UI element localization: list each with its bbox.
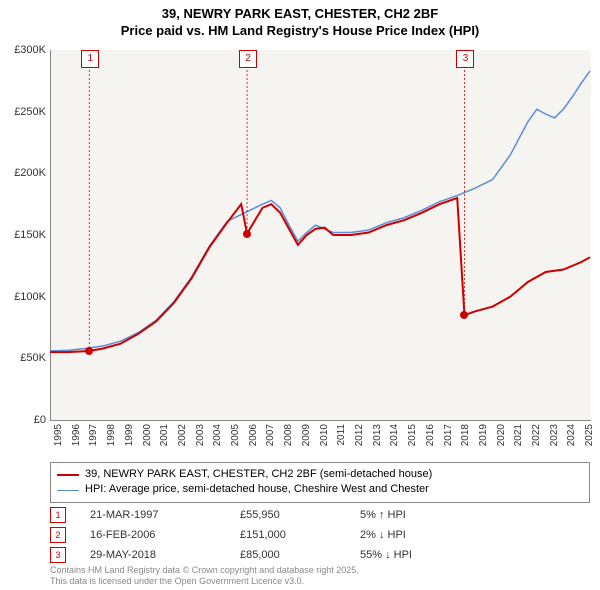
sale-price: £85,000	[240, 549, 360, 561]
legend-swatch-red	[57, 474, 79, 476]
sale-hpi: 2% ↓ HPI	[360, 529, 500, 541]
sale-date: 16-FEB-2006	[90, 529, 240, 541]
chart-lines	[50, 50, 590, 420]
legend-label-blue: HPI: Average price, semi-detached house,…	[85, 482, 429, 497]
y-tick-label: £300K	[2, 44, 46, 56]
x-tick-label: 2001	[159, 424, 170, 446]
x-tick-label: 2009	[301, 424, 312, 446]
y-tick-label: £50K	[2, 352, 46, 364]
x-tick-label: 1999	[124, 424, 135, 446]
sales-row: 3 29-MAY-2018£85,00055% ↓ HPI	[50, 545, 500, 565]
sale-dot	[243, 230, 251, 238]
x-tick-label: 2010	[319, 424, 330, 446]
x-tick-label: 2021	[513, 424, 524, 446]
y-tick-label: £100K	[2, 291, 46, 303]
x-tick-label: 2005	[230, 424, 241, 446]
legend-swatch-blue	[57, 490, 79, 491]
x-tick-label: 1996	[71, 424, 82, 446]
x-tick-label: 2012	[354, 424, 365, 446]
x-tick-label: 2013	[372, 424, 383, 446]
sale-price: £55,950	[240, 509, 360, 521]
x-tick-label: 2023	[549, 424, 560, 446]
sale-marker-box: 3	[456, 50, 474, 68]
sale-price: £151,000	[240, 529, 360, 541]
footer-line2: This data is licensed under the Open Gov…	[50, 576, 359, 587]
footer-line1: Contains HM Land Registry data © Crown c…	[50, 565, 359, 576]
x-tick-label: 2019	[478, 424, 489, 446]
sale-marker-icon: 2	[50, 527, 66, 543]
y-tick-label: £150K	[2, 229, 46, 241]
x-tick-label: 2024	[566, 424, 577, 446]
chart-legend: 39, NEWRY PARK EAST, CHESTER, CH2 2BF (s…	[50, 462, 590, 503]
legend-label-red: 39, NEWRY PARK EAST, CHESTER, CH2 2BF (s…	[85, 467, 432, 482]
x-tick-label: 2025	[584, 424, 595, 446]
x-tick-label: 2008	[283, 424, 294, 446]
x-tick-label: 2018	[460, 424, 471, 446]
y-tick-label: £200K	[2, 167, 46, 179]
x-tick-label: 2022	[531, 424, 542, 446]
sale-hpi: 5% ↑ HPI	[360, 509, 500, 521]
x-tick-label: 2002	[177, 424, 188, 446]
sales-table: 1 21-MAR-1997£55,9505% ↑ HPI 2 16-FEB-2006£…	[50, 505, 500, 565]
x-tick-label: 2011	[336, 424, 347, 446]
x-tick-label: 1997	[88, 424, 99, 446]
chart-title-line2: Price paid vs. HM Land Registry's House …	[0, 23, 600, 40]
footer-attribution: Contains HM Land Registry data © Crown c…	[50, 565, 359, 587]
sale-marker-box: 2	[239, 50, 257, 68]
x-tick-label: 2006	[248, 424, 259, 446]
y-tick-label: £250K	[2, 106, 46, 118]
sale-marker-icon: 1	[50, 507, 66, 523]
sale-date: 21-MAR-1997	[90, 509, 240, 521]
x-tick-label: 2020	[496, 424, 507, 446]
x-tick-label: 2015	[407, 424, 418, 446]
x-tick-label: 2016	[425, 424, 436, 446]
sales-row: 1 21-MAR-1997£55,9505% ↑ HPI	[50, 505, 500, 525]
x-tick-label: 2003	[195, 424, 206, 446]
chart-title-line1: 39, NEWRY PARK EAST, CHESTER, CH2 2BF	[0, 0, 600, 23]
x-tick-label: 2004	[212, 424, 223, 446]
sale-dot	[85, 347, 93, 355]
x-tick-label: 1995	[53, 424, 64, 446]
x-tick-label: 2014	[389, 424, 400, 446]
sale-marker-icon: 3	[50, 547, 66, 563]
sale-marker-box: 1	[81, 50, 99, 68]
x-tick-label: 2007	[265, 424, 276, 446]
x-tick-label: 2017	[443, 424, 454, 446]
sale-dot	[460, 311, 468, 319]
sales-row: 2 16-FEB-2006£151,0002% ↓ HPI	[50, 525, 500, 545]
x-tick-label: 1998	[106, 424, 117, 446]
x-tick-label: 2000	[142, 424, 153, 446]
y-tick-label: £0	[2, 414, 46, 426]
sale-date: 29-MAY-2018	[90, 549, 240, 561]
sale-hpi: 55% ↓ HPI	[360, 549, 500, 561]
